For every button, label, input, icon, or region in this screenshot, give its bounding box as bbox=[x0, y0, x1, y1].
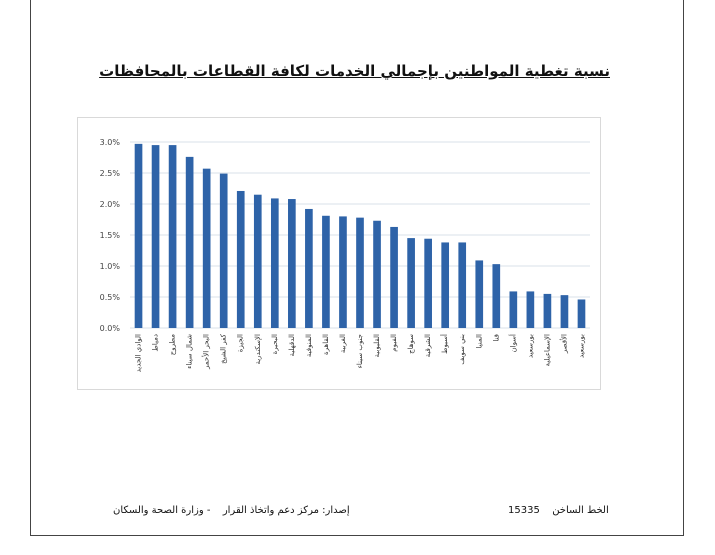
bar bbox=[134, 143, 143, 328]
x-tick-label: بورسعيد bbox=[577, 334, 585, 358]
bar bbox=[270, 198, 279, 328]
x-tick-label: الدقهلية bbox=[288, 334, 296, 357]
bar bbox=[219, 173, 228, 328]
x-tick-label: أسوان bbox=[508, 334, 517, 353]
y-tick-label: 2.5% bbox=[100, 169, 121, 178]
bar bbox=[407, 238, 415, 328]
bar bbox=[577, 299, 586, 328]
bar bbox=[390, 226, 398, 328]
bar-chart: 0.0% 0.5% 1.0% 1.5% 2.0% 2.5% 3.0% الوادي الجدي… bbox=[100, 138, 590, 372]
bar bbox=[458, 242, 467, 328]
x-tick-label: بني سويف bbox=[458, 334, 466, 365]
x-tick-label: القاهرة bbox=[322, 334, 330, 355]
bar bbox=[475, 260, 484, 328]
bar bbox=[202, 168, 211, 328]
bar bbox=[492, 264, 501, 328]
x-tick-label: جنوب سيناء bbox=[356, 334, 364, 368]
x-tick-label: الجيزة bbox=[237, 334, 245, 352]
x-tick-label: شمال سيناء bbox=[186, 334, 194, 369]
x-tick-label: الغربية bbox=[339, 334, 347, 353]
y-tick-label: 0.0% bbox=[100, 324, 121, 333]
bar bbox=[151, 145, 160, 328]
x-tick-label: سوهاج bbox=[407, 334, 415, 354]
bar bbox=[441, 242, 450, 328]
bar bbox=[543, 293, 552, 328]
bar bbox=[322, 215, 330, 328]
x-tick-label: الإسماعيلية bbox=[543, 334, 551, 367]
x-tick-label: البحيرة bbox=[271, 334, 279, 354]
issuer-label: إصدار: مركز دعم واتخاذ القرار bbox=[222, 505, 350, 516]
bar bbox=[305, 208, 313, 328]
y-tick-label: 2.0% bbox=[100, 200, 121, 209]
x-tick-label: أسيوط bbox=[440, 334, 449, 354]
x-tick-label: بورسعيد bbox=[526, 334, 534, 358]
bar bbox=[509, 291, 518, 328]
y-tick-label: 1.5% bbox=[100, 231, 121, 240]
footer-issuer: إصدار: مركز دعم واتخاذ القرار - وزارة ال… bbox=[113, 505, 350, 516]
bar bbox=[356, 217, 364, 328]
x-tick-label: المنيا bbox=[475, 334, 483, 349]
y-tick-label: 0.5% bbox=[100, 293, 121, 302]
chart-container: 0.0% 0.5% 1.0% 1.5% 2.0% 2.5% 3.0% الوادي الجدي… bbox=[77, 117, 601, 390]
x-tick-label: البحر الأحمر bbox=[202, 334, 211, 370]
bar bbox=[526, 291, 535, 328]
bar bbox=[424, 238, 432, 328]
x-tick-label: المنوفية bbox=[305, 334, 313, 357]
x-tick-label: الأقصر bbox=[559, 334, 568, 354]
x-tick-label: الشرقية bbox=[424, 334, 432, 357]
x-tick-label: كفر الشيخ bbox=[220, 333, 228, 364]
ministry-label: - وزارة الصحة والسكان bbox=[113, 505, 211, 516]
bar bbox=[168, 145, 177, 328]
bar bbox=[236, 190, 245, 328]
bar bbox=[373, 220, 381, 328]
x-tick-label: مطروح bbox=[169, 334, 177, 356]
bar bbox=[253, 194, 262, 328]
hotline-number: 15335 bbox=[508, 505, 540, 516]
x-tick-label: الفيوم bbox=[390, 334, 398, 352]
footer-hotline: الخط الساخن 15335 bbox=[508, 505, 609, 516]
x-tick-label: قنا bbox=[492, 334, 500, 342]
x-tick-label: دمياط bbox=[152, 334, 160, 352]
y-tick-label: 1.0% bbox=[100, 262, 121, 271]
bar bbox=[185, 156, 194, 328]
page-frame bbox=[30, 0, 684, 536]
page-title: نسبة تغطية المواطنين بإجمالي الخدمات لكا… bbox=[99, 62, 610, 80]
y-tick-label: 3.0% bbox=[100, 138, 121, 147]
hotline-label: الخط الساخن bbox=[552, 505, 609, 516]
bar bbox=[560, 295, 569, 328]
bar bbox=[339, 216, 347, 328]
bar bbox=[288, 199, 296, 328]
x-tick-label: الإسكندرية bbox=[254, 334, 262, 365]
x-tick-label: القليوبية bbox=[373, 334, 381, 358]
x-tick-label: الوادي الجديد bbox=[135, 334, 143, 372]
